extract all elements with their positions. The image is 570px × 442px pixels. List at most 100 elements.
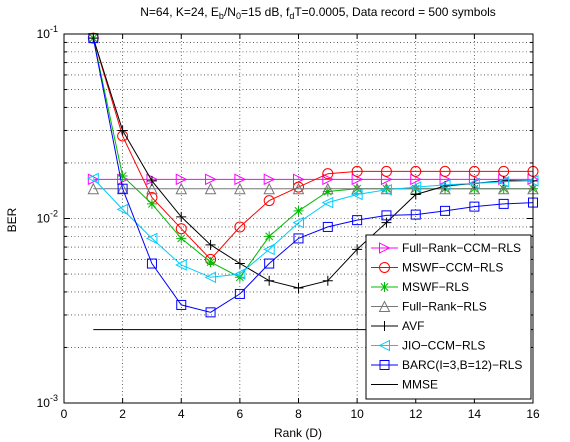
series-line xyxy=(92,37,533,261)
legend: Full−Rank−CCM−RLS MSWF−CCM−RLS MSWF−RLS Ful… xyxy=(365,234,532,400)
y-axis-label: BER xyxy=(5,207,19,232)
legend-entry: Full−Rank−RLS xyxy=(371,300,487,314)
legend-entry: MSWF−RLS xyxy=(371,280,469,294)
data-point xyxy=(381,210,392,221)
data-point xyxy=(87,182,100,195)
data-point xyxy=(293,205,304,216)
data-point xyxy=(468,182,481,195)
data-point xyxy=(497,182,510,195)
data-point xyxy=(410,209,421,220)
legend-label: Full−Rank−RLS xyxy=(402,300,487,314)
data-point xyxy=(176,299,187,310)
legend-label: MSWF−RLS xyxy=(402,280,469,294)
data-point xyxy=(322,182,334,195)
data-point xyxy=(175,259,187,271)
y-tick-label: 10-1 xyxy=(37,24,58,41)
series-5 xyxy=(87,172,539,284)
data-point xyxy=(117,183,128,194)
data-point xyxy=(234,272,245,283)
legend-marker xyxy=(379,282,390,292)
data-point xyxy=(87,172,99,185)
legend-marker xyxy=(378,339,390,352)
legend-entry: MSWF−CCM−RLS xyxy=(371,261,503,275)
legend-marker xyxy=(379,262,390,273)
data-point xyxy=(352,215,363,226)
series-6 xyxy=(88,33,538,318)
series-layer xyxy=(87,32,540,331)
x-tick-label: 6 xyxy=(237,407,244,421)
data-point xyxy=(205,257,216,268)
x-tick-label: 10 xyxy=(350,407,364,421)
legend-label: JIO−CCM−RLS xyxy=(402,339,485,353)
data-point xyxy=(205,239,216,250)
x-axis-label: Rank (D) xyxy=(274,426,322,440)
data-point xyxy=(233,268,246,280)
data-point xyxy=(263,182,275,195)
x-tick-label: 8 xyxy=(295,407,302,421)
data-point xyxy=(146,198,157,209)
legend-label: AVF xyxy=(402,319,424,333)
data-point xyxy=(381,217,392,228)
series-line xyxy=(92,178,534,278)
data-point xyxy=(263,195,275,207)
data-point xyxy=(351,165,363,177)
data-point xyxy=(145,232,158,245)
data-point xyxy=(380,165,392,177)
x-tick-label: 12 xyxy=(409,407,423,421)
data-point xyxy=(205,173,217,186)
data-point xyxy=(176,211,187,222)
legend-entry: AVF xyxy=(371,319,424,333)
series-line xyxy=(92,38,534,313)
data-point xyxy=(263,243,275,256)
data-point xyxy=(322,221,333,232)
data-point xyxy=(205,307,216,318)
data-point xyxy=(321,196,334,209)
data-point xyxy=(234,288,245,299)
data-point xyxy=(234,173,246,186)
data-point xyxy=(468,165,480,177)
legend-entry: BARC(I=3,B=12)−RLS xyxy=(371,358,522,372)
series-line xyxy=(92,37,533,289)
data-point xyxy=(292,216,304,229)
data-point xyxy=(439,165,451,177)
data-point xyxy=(204,271,217,284)
data-point xyxy=(292,182,305,195)
legend-label: BARC(I=3,B=12)−RLS xyxy=(402,358,522,372)
data-point xyxy=(264,258,275,269)
data-point xyxy=(176,233,187,244)
legend-label: MSWF−CCM−RLS xyxy=(402,261,503,275)
data-point xyxy=(234,182,246,195)
data-point xyxy=(440,205,451,216)
x-tick-label: 14 xyxy=(468,407,482,421)
data-point xyxy=(146,182,158,195)
data-point xyxy=(322,168,334,180)
legend-label: Full−Rank−CCM−RLS xyxy=(402,241,521,255)
data-point xyxy=(351,188,363,201)
data-point xyxy=(380,184,392,196)
data-point xyxy=(204,182,217,195)
legend-entry: MMSE xyxy=(371,378,438,392)
legend-entry: Full−Rank−CCM−RLS xyxy=(371,241,521,255)
series-1 xyxy=(87,32,539,265)
data-point xyxy=(351,182,363,195)
legend-box xyxy=(365,234,532,400)
chart-title: N=64, K=24, Eb/N0=15 dB, fdT=0.0005, Dat… xyxy=(140,5,496,21)
x-tick-label: 4 xyxy=(178,407,185,421)
data-point xyxy=(234,221,246,233)
axis-ticks: 0 2 4 6 8 10 12 14 16 10-3 10-2 10-1 xyxy=(37,24,540,421)
data-point xyxy=(410,165,422,177)
x-tick-label: 0 xyxy=(61,407,68,421)
data-point xyxy=(409,181,422,193)
data-point xyxy=(264,231,275,242)
data-point xyxy=(322,186,333,197)
data-point xyxy=(146,175,157,186)
data-point xyxy=(438,179,451,191)
data-point xyxy=(116,203,129,216)
data-point xyxy=(87,173,100,186)
data-point xyxy=(293,283,304,294)
data-point xyxy=(117,125,128,136)
legend-marker xyxy=(379,321,390,331)
legend-marker xyxy=(378,300,391,312)
data-point xyxy=(497,176,510,188)
